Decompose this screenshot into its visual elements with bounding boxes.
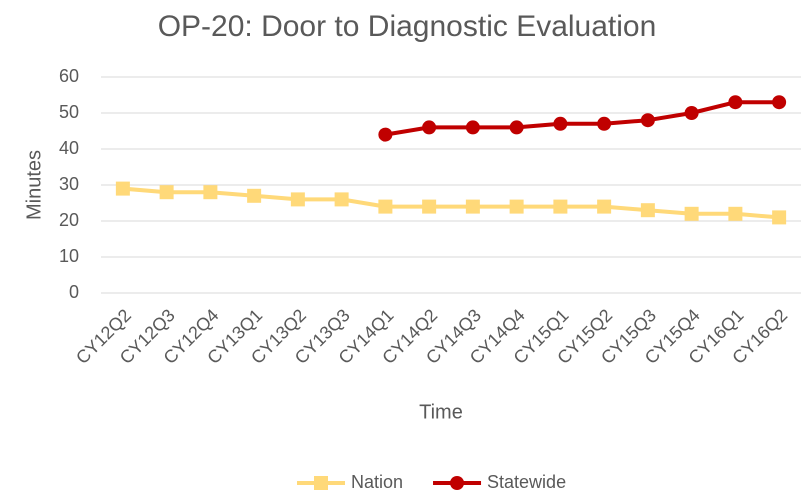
data-point [509, 120, 524, 135]
data-point [728, 206, 743, 221]
data-point [597, 199, 612, 214]
data-point [509, 199, 524, 214]
y-tick-label: 0 [69, 282, 79, 302]
data-point [159, 185, 174, 200]
series-line [385, 100, 780, 137]
data-point [465, 199, 480, 214]
legend-label: Statewide [487, 472, 566, 492]
data-point [553, 199, 568, 214]
data-point [772, 95, 787, 110]
y-tick-label: 20 [59, 210, 79, 230]
legend-marker [450, 476, 465, 490]
data-point [378, 127, 393, 142]
data-point [378, 199, 393, 214]
legend-label: Nation [351, 472, 403, 492]
data-point [640, 203, 655, 218]
data-point [772, 210, 787, 225]
x-axis-title: Time [419, 401, 463, 423]
y-tick-label: 60 [59, 66, 79, 86]
data-point [640, 113, 655, 128]
data-point [553, 116, 568, 131]
data-point [597, 116, 612, 131]
data-point [728, 95, 743, 110]
data-point [422, 120, 437, 135]
data-point [290, 192, 305, 207]
legend-marker [314, 476, 328, 490]
y-tick-label: 50 [59, 102, 79, 122]
data-point [465, 120, 480, 135]
chart-title: OP-20: Door to Diagnostic Evaluation [158, 10, 657, 43]
data-point [422, 199, 437, 214]
y-tick-label: 10 [59, 246, 79, 266]
y-tick-label: 40 [59, 138, 79, 158]
data-point [334, 192, 349, 207]
series-line [122, 186, 780, 220]
data-point [684, 206, 699, 221]
data-point [247, 188, 262, 203]
y-tick-label: 30 [59, 174, 79, 194]
data-point [684, 106, 699, 120]
data-point [115, 181, 130, 196]
data-point [203, 185, 218, 200]
y-axis-title: Minutes [23, 150, 45, 220]
